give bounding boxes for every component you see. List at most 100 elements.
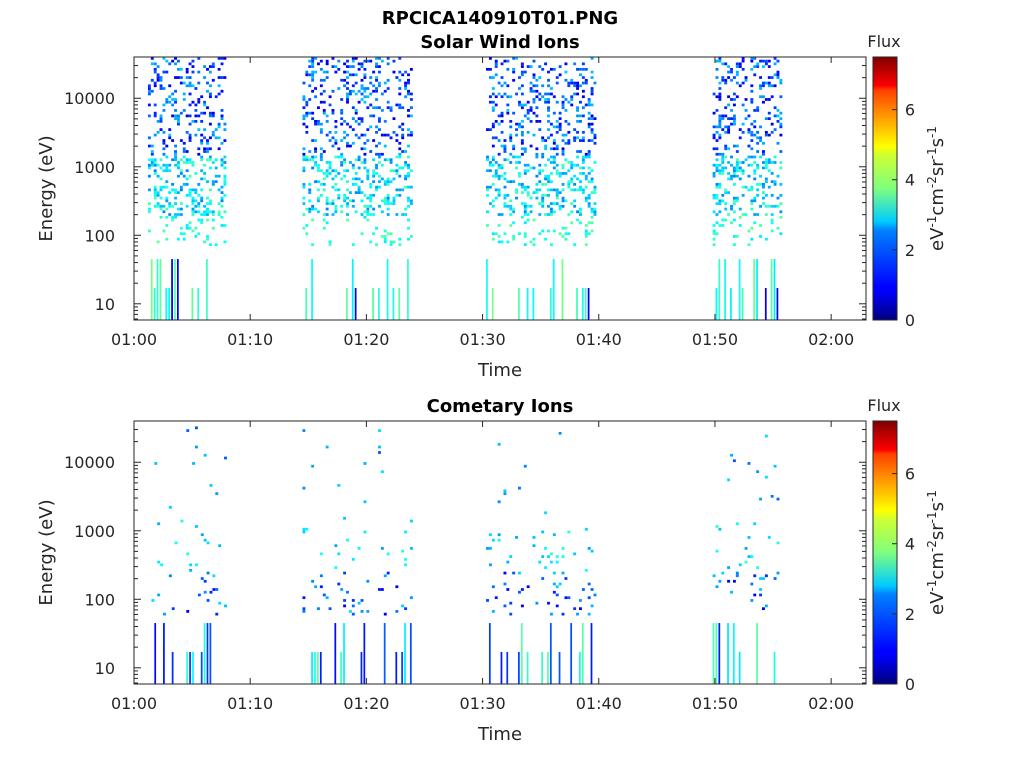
spectrogram-cell — [561, 166, 565, 170]
spectrogram-cell — [735, 196, 739, 200]
spectrogram-cell — [520, 141, 524, 145]
spectrogram-cell — [319, 128, 323, 131]
spectrogram-cell — [509, 612, 513, 616]
spectrogram-cell — [541, 84, 545, 88]
spectrogram-cell — [398, 103, 402, 107]
spectrogram-cell — [366, 204, 370, 208]
spectrogram-cell — [549, 180, 553, 184]
spectrogram-cell — [380, 133, 384, 137]
spectrogram-streak — [189, 652, 191, 684]
spectrogram-cell — [317, 106, 320, 110]
spectrogram-cell — [523, 202, 527, 205]
spectrogram-cell — [523, 210, 527, 214]
spectrogram-cell — [523, 464, 527, 468]
spectrogram-cell — [715, 525, 719, 528]
spectrogram-cell — [744, 98, 748, 101]
spectrogram-cell — [744, 185, 748, 189]
spectrogram-cell — [764, 158, 768, 162]
spectrogram-cell — [174, 213, 177, 216]
spectrogram-cell — [392, 202, 396, 205]
spectrogram-cell — [147, 163, 151, 167]
spectrogram-cell — [738, 169, 742, 173]
spectrogram-cell — [776, 73, 780, 77]
spectrogram-cell — [203, 210, 207, 214]
spectrogram-cell — [409, 199, 413, 203]
spectrogram-cell — [159, 78, 163, 82]
spectrogram-cell — [363, 100, 367, 104]
spectrogram-cell — [162, 109, 166, 112]
spectrogram-cell — [547, 193, 550, 197]
spectrogram-cell — [735, 62, 739, 66]
spectrogram-cell — [176, 161, 180, 164]
spectrogram-streak — [518, 288, 520, 320]
x-axis-label-cometary: Time — [477, 724, 522, 745]
spectrogram-cell — [386, 199, 390, 203]
spectrogram-cell — [738, 224, 742, 227]
spectrogram-cell — [168, 169, 172, 173]
spectrogram-cell — [179, 172, 183, 175]
spectrogram-cell — [325, 445, 329, 449]
spectrogram-cell — [214, 158, 218, 162]
spectrogram-cell — [773, 57, 777, 60]
spectrogram-cell — [354, 158, 358, 162]
spectrogram-cell — [331, 136, 335, 140]
spectrogram-cell — [747, 555, 751, 558]
spectrogram-cell — [567, 139, 571, 142]
spectrogram-cell — [389, 109, 393, 112]
spectrogram-cell — [764, 98, 768, 101]
spectrogram-cell — [532, 76, 536, 79]
spectrogram-cell — [212, 588, 216, 591]
spectrogram-cell — [334, 169, 338, 173]
spectrogram-cell — [593, 117, 597, 121]
spectrogram-cell — [308, 188, 312, 192]
spectrogram-cell — [366, 610, 370, 613]
spectrogram-cell — [378, 65, 381, 68]
spectrogram-cell — [188, 92, 192, 96]
spectrogram-cell — [348, 199, 352, 203]
spectrogram-cell — [322, 213, 326, 216]
spectrogram-cell — [552, 147, 556, 151]
spectrogram-cell — [718, 95, 722, 99]
spectrogram-cell — [727, 117, 731, 121]
spectrogram-cell — [735, 95, 739, 99]
spectrogram-cell — [759, 87, 763, 90]
spectrogram-cell — [779, 150, 783, 153]
spectrogram-cell — [200, 141, 204, 145]
spectrogram-cell — [392, 130, 396, 134]
spectrogram-cell — [168, 213, 172, 216]
spectrogram-cell — [375, 243, 378, 247]
spectrogram-cell — [735, 571, 739, 575]
spectrogram-cell — [372, 89, 376, 93]
spectrogram-cell — [191, 120, 195, 123]
spectrogram-cell — [200, 120, 204, 123]
spectrogram-cell — [153, 114, 157, 118]
spectrogram-cell — [386, 202, 390, 205]
spectrogram-cell — [378, 120, 381, 123]
spectrogram-cell — [200, 196, 204, 200]
spectrogram-cell — [150, 161, 154, 164]
spectrogram-cell — [156, 76, 160, 79]
spectrogram-cell — [567, 84, 571, 88]
spectrogram-cell — [753, 120, 757, 123]
spectrogram-cell — [497, 114, 501, 118]
spectrogram-cell — [503, 571, 507, 575]
spectrogram-streak — [171, 259, 173, 320]
spectrogram-cell — [532, 111, 536, 115]
spectrogram-cell — [509, 213, 513, 216]
spectrogram-cell — [558, 73, 562, 77]
spectrogram-cell — [520, 106, 524, 110]
spectrogram-cell — [520, 73, 524, 77]
spectrogram-cell — [375, 226, 378, 230]
spectrogram-cell — [529, 65, 533, 68]
spectrogram-cell — [354, 92, 358, 96]
spectrogram-cell — [366, 106, 370, 110]
spectrogram-cell — [398, 87, 402, 90]
spectrogram-cell — [378, 155, 381, 159]
spectrogram-cell — [561, 612, 565, 616]
spectrogram-cell — [317, 180, 320, 184]
spectrogram-cell — [197, 183, 201, 186]
spectrogram-cell — [494, 169, 498, 173]
spectrogram-cell — [159, 120, 163, 123]
spectrogram-cell — [154, 462, 158, 465]
spectrogram-cell — [398, 78, 402, 82]
